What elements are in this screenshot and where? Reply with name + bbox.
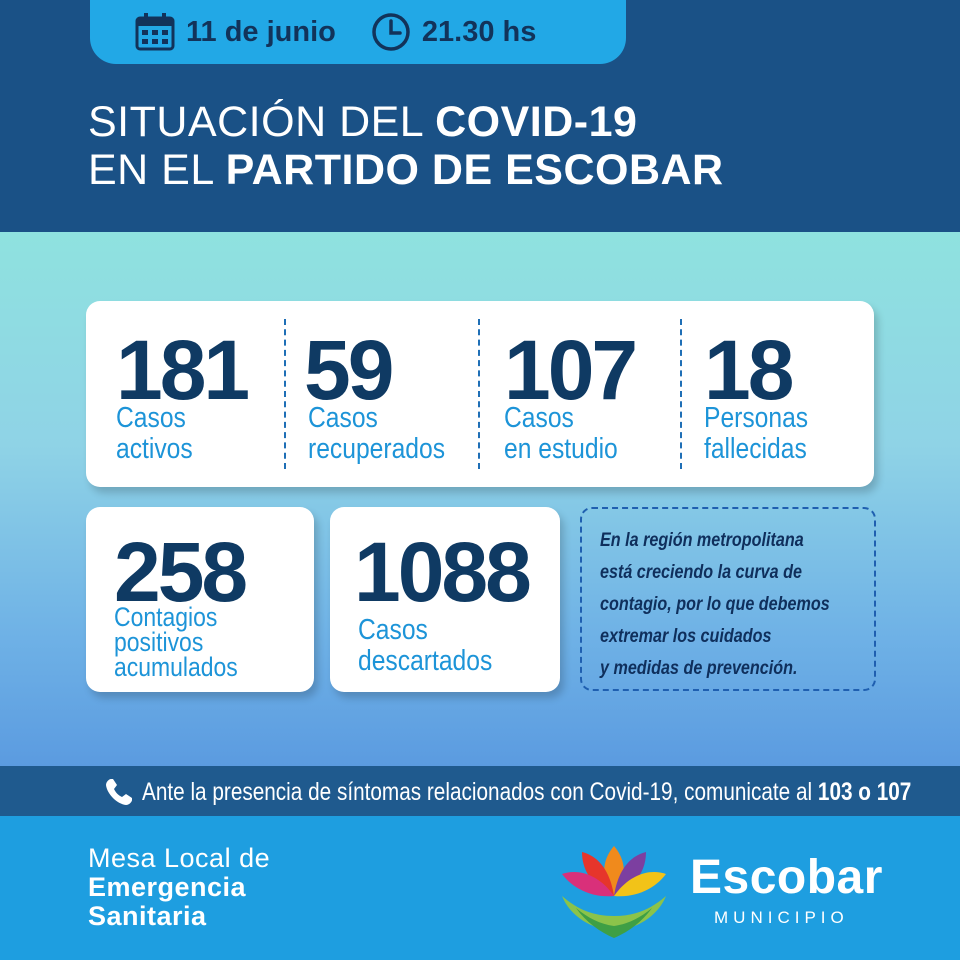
mesa-line: Sanitaria bbox=[88, 901, 207, 931]
stat-label-line: recuperados bbox=[308, 433, 446, 465]
phone-icon bbox=[106, 779, 132, 805]
descartados-value: 1088 bbox=[354, 525, 532, 619]
phone-bar-text: Ante la presencia de síntomas relacionad… bbox=[142, 778, 911, 807]
mesa-line: Emergencia bbox=[88, 872, 247, 902]
mesa-line: Mesa Local de bbox=[88, 843, 271, 873]
stat-label-line: Casos bbox=[116, 402, 186, 434]
note-line: y medidas de prevención. bbox=[600, 658, 798, 679]
calendar-icon bbox=[135, 13, 175, 51]
stat-label: Casos activos bbox=[116, 403, 193, 465]
note-line: extremar los cuidados bbox=[600, 626, 772, 647]
stat-casos-en-estudio: 107 Casos en estudio bbox=[480, 301, 678, 487]
time-text: 21.30 hs bbox=[421, 15, 537, 48]
date-item: 11 de junio bbox=[134, 12, 336, 52]
descartados-card: 1088 Casos descartados bbox=[330, 507, 560, 692]
stat-label-line: fallecidas bbox=[704, 433, 807, 465]
note-line: está creciendo la curva de bbox=[600, 562, 802, 583]
stat-label-line: activos bbox=[116, 433, 193, 465]
title-line-2-bold: PARTIDO DE ESCOBAR bbox=[225, 146, 724, 194]
stat-value: 181 bbox=[116, 323, 250, 417]
contagios-label-line: acumulados bbox=[114, 652, 238, 682]
contagios-label-line: positivos bbox=[114, 627, 204, 657]
contagios-value: 258 bbox=[114, 525, 248, 619]
stats-card: 181 Casos activos 59 Casos recuperados 1… bbox=[86, 301, 874, 487]
stat-divider bbox=[284, 319, 286, 469]
stat-label-line: en estudio bbox=[504, 433, 618, 465]
stat-label: Casos en estudio bbox=[504, 403, 618, 465]
prevention-note: En la región metropolitana está creciend… bbox=[580, 507, 876, 691]
phone-bar: Ante la presencia de síntomas relacionad… bbox=[0, 766, 960, 816]
stat-casos-activos: 181 Casos activos bbox=[86, 301, 282, 487]
stat-label-line: Casos bbox=[308, 402, 378, 434]
stat-value: 107 bbox=[504, 323, 638, 417]
title-line-2-light: EN EL bbox=[88, 146, 226, 194]
prevention-note-text: En la región metropolitana está creciend… bbox=[600, 525, 830, 685]
contagios-label-line: Contagios bbox=[114, 602, 218, 632]
mesa-local-title: Mesa Local de Emergencia Sanitaria bbox=[88, 844, 270, 931]
footer: Mesa Local de Emergencia Sanitaria Escob… bbox=[0, 816, 960, 960]
title-line-1-bold: COVID-19 bbox=[435, 98, 638, 146]
descartados-label-line: Casos bbox=[358, 614, 428, 646]
title-line-1-light: SITUACIÓN DEL bbox=[88, 98, 436, 146]
stat-label: Casos recuperados bbox=[308, 403, 445, 465]
stat-personas-fallecidas: 18 Personas fallecidas bbox=[682, 301, 874, 487]
descartados-label: Casos descartados bbox=[358, 615, 492, 677]
stat-value: 59 bbox=[304, 323, 394, 417]
header: 11 de junio 21.30 hs SITUACIÓN DEL COVID… bbox=[0, 0, 960, 232]
brand-subtitle: MUNICIPIO bbox=[714, 908, 849, 927]
time-item: 21.30 hs bbox=[370, 11, 536, 53]
stat-casos-recuperados: 59 Casos recuperados bbox=[286, 301, 478, 487]
contagios-label: Contagios positivos acumulados bbox=[114, 602, 238, 682]
contagios-card: 258 Contagios positivos acumulados bbox=[86, 507, 314, 692]
stat-label-line: Casos bbox=[504, 402, 574, 434]
title-line-1: SITUACIÓN DEL COVID-19 bbox=[88, 98, 724, 146]
title-line-2: EN EL PARTIDO DE ESCOBAR bbox=[88, 146, 724, 194]
stat-label: Personas fallecidas bbox=[704, 403, 808, 465]
stat-divider bbox=[680, 319, 682, 469]
date-text: 11 de junio bbox=[186, 15, 336, 48]
note-line: En la región metropolitana bbox=[600, 530, 804, 551]
stat-value: 18 bbox=[704, 323, 794, 417]
stat-divider bbox=[478, 319, 480, 469]
stat-label-line: Personas bbox=[704, 402, 809, 434]
page-title: SITUACIÓN DEL COVID-19 EN EL PARTIDO DE … bbox=[88, 98, 724, 194]
phone-numbers: 103 o 107 bbox=[817, 778, 912, 806]
flower-hand-logo bbox=[562, 846, 666, 938]
note-line: contagio, por lo que debemos bbox=[600, 594, 830, 615]
clock-icon bbox=[372, 13, 410, 51]
descartados-label-line: descartados bbox=[358, 645, 493, 677]
brand-name: Escobar bbox=[690, 851, 883, 904]
phone-bar-message: Ante la presencia de síntomas relacionad… bbox=[142, 778, 818, 806]
date-time-bar: 11 de junio 21.30 hs bbox=[90, 0, 626, 64]
